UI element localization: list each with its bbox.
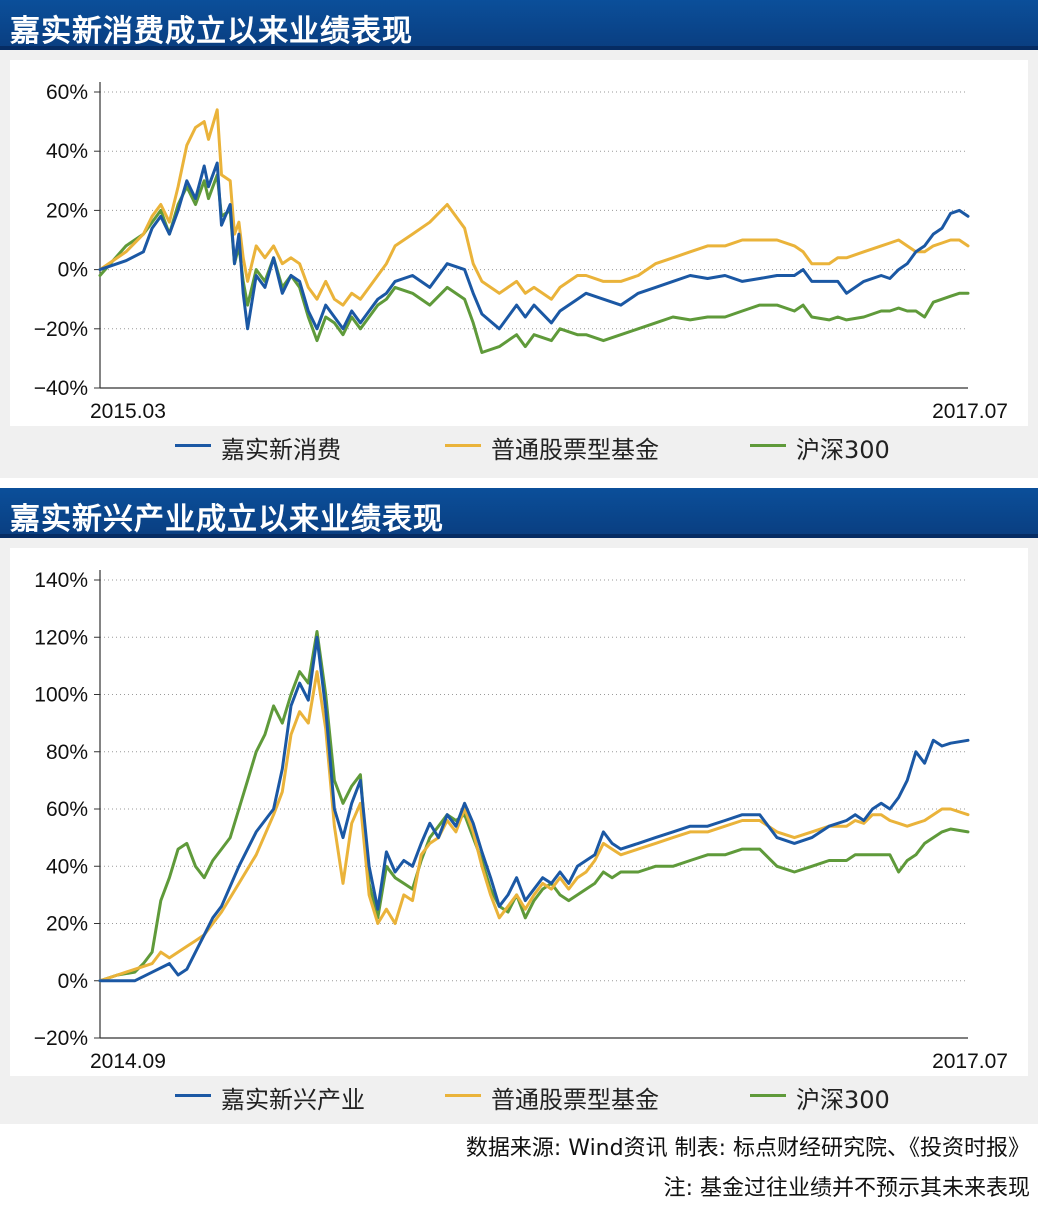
- y-tick-label: 100%: [34, 684, 88, 707]
- series-line-2: [98, 108, 970, 307]
- legend-label: 沪深300: [796, 436, 890, 464]
- series-line-1: [98, 161, 970, 331]
- chart1-legend: 嘉实新消费 普通股票型基金 沪深300: [0, 430, 1038, 464]
- y-tick-label: −20%: [34, 318, 88, 341]
- y-tick-label: 80%: [46, 741, 88, 764]
- legend-label: 嘉实新消费: [221, 436, 341, 464]
- series-line-2: [98, 670, 970, 983]
- legend-label: 嘉实新兴产业: [221, 1086, 365, 1114]
- y-tick-label: 40%: [46, 855, 88, 878]
- legend-label: 普通股票型基金: [491, 1086, 659, 1114]
- series-line-1: [98, 635, 970, 983]
- legend-swatch-gold: [445, 1094, 481, 1097]
- chart1-svg: 60% 40% 20% 0% −20% −40%2015.03 2017.07: [10, 60, 1028, 426]
- plot-background: [10, 548, 1028, 1076]
- legend-swatch-green: [750, 444, 786, 447]
- plot-background: [10, 60, 1028, 426]
- x-tick-label-start: 2014.09: [90, 1050, 166, 1073]
- y-tick-label: 20%: [46, 913, 88, 936]
- y-tick-label: 60%: [46, 798, 88, 821]
- footer-note: 注: 基金过往业绩并不预示其未来表现: [663, 1176, 1030, 1201]
- chart2-svg: 140% 120% 100% 80% 60% 40% 20% 0% −20%2014.09 201…: [10, 548, 1028, 1076]
- y-tick-label: −40%: [34, 377, 88, 400]
- y-tick-label: 120%: [34, 626, 88, 649]
- legend-label: 普通股票型基金: [491, 436, 659, 464]
- x-tick-label-end: 2017.07: [932, 1050, 1008, 1073]
- legend-swatch-blue: [175, 444, 211, 447]
- y-tick-label: 20%: [46, 199, 88, 222]
- legend-swatch-gold: [445, 444, 481, 447]
- panel1-chart-area: 60% 40% 20% 0% −20% −40% 2015.03 2017.07 嘉实新消费 …: [0, 50, 1038, 478]
- y-tick-label: 60%: [46, 81, 88, 104]
- y-tick-label: 140%: [34, 569, 88, 592]
- y-tick-label: 40%: [46, 140, 88, 163]
- y-tick-label: 0%: [58, 970, 88, 993]
- legend-label: 沪深300: [796, 1086, 890, 1114]
- panel2-chart-area: 140% 120% 100% 80% 60% 40% 20% 0% −20% 2014.09 201…: [0, 538, 1038, 1124]
- panel1-title: 嘉实新消费成立以来业绩表现: [10, 14, 413, 49]
- legend-swatch-blue: [175, 1094, 211, 1097]
- legend-swatch-green: [750, 1094, 786, 1097]
- x-tick-label-start: 2015.03: [90, 400, 166, 423]
- panel2-title: 嘉实新兴产业成立以来业绩表现: [10, 502, 444, 537]
- x-tick-label-end: 2017.07: [932, 400, 1008, 423]
- chart2-legend: 嘉实新兴产业 普通股票型基金 沪深300: [0, 1080, 1038, 1114]
- footer-source: 数据来源: Wind资讯 制表: 标点财经研究院、《投资时报》: [465, 1136, 1030, 1161]
- y-tick-label: 0%: [58, 259, 88, 282]
- panel1-title-bar: 嘉实新消费成立以来业绩表现: [0, 0, 1038, 50]
- panel2-title-bar: 嘉实新兴产业成立以来业绩表现: [0, 488, 1038, 538]
- y-tick-label: −20%: [34, 1027, 88, 1050]
